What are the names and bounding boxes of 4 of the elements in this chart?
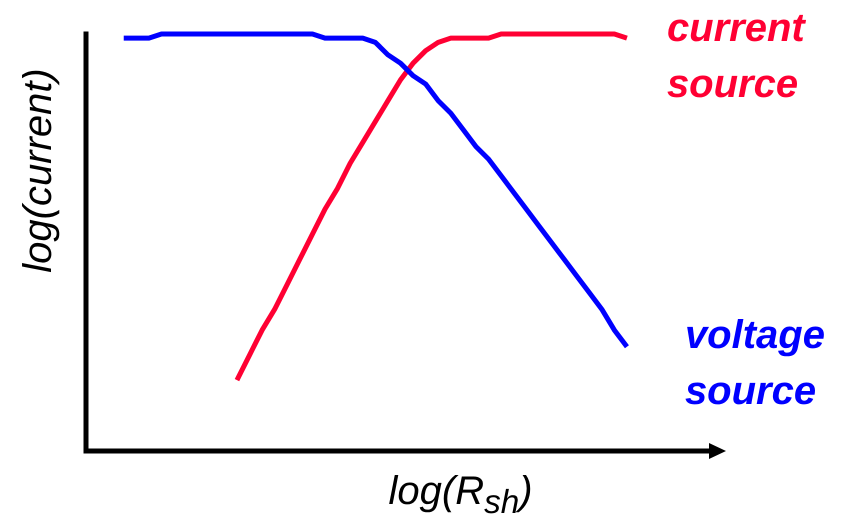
x-axis-title: log(R$_{sh}$) <box>388 469 533 522</box>
series-label: current source <box>666 5 807 108</box>
series-label: voltage source <box>684 312 826 415</box>
y-axis-title: log(current) <box>15 68 60 272</box>
